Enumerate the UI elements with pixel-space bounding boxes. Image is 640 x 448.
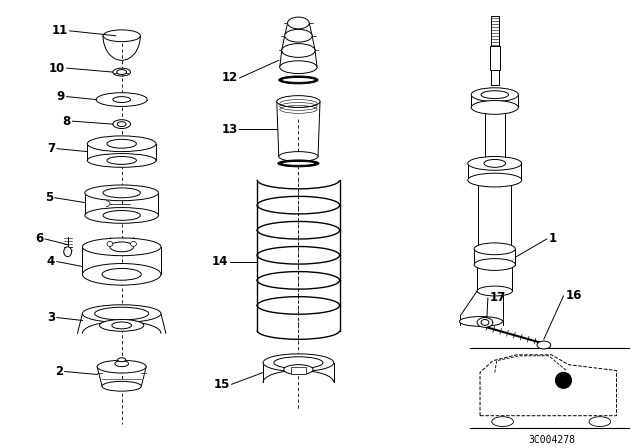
Ellipse shape [468,156,522,170]
Ellipse shape [285,30,312,42]
Ellipse shape [282,43,315,57]
Ellipse shape [103,188,140,198]
Ellipse shape [468,173,522,187]
Ellipse shape [131,241,136,246]
Ellipse shape [481,319,489,325]
Ellipse shape [95,307,148,320]
Ellipse shape [64,247,72,257]
Ellipse shape [282,161,315,165]
Text: 13: 13 [221,122,237,136]
Ellipse shape [484,159,506,167]
Ellipse shape [83,263,161,285]
Ellipse shape [87,154,156,167]
Text: 2: 2 [54,365,63,378]
Text: 17: 17 [490,291,506,304]
Ellipse shape [113,120,131,129]
Ellipse shape [115,361,129,366]
Ellipse shape [118,358,125,362]
Ellipse shape [537,341,551,349]
Ellipse shape [460,317,502,326]
Ellipse shape [481,91,509,99]
Ellipse shape [116,69,127,74]
Ellipse shape [279,76,318,84]
Ellipse shape [83,238,161,256]
Text: 10: 10 [49,62,65,75]
Ellipse shape [477,318,493,327]
Text: 7: 7 [47,142,55,155]
Ellipse shape [284,365,313,375]
Ellipse shape [280,61,317,73]
Ellipse shape [471,88,518,102]
Ellipse shape [112,322,131,329]
Ellipse shape [492,417,513,426]
Circle shape [556,372,572,388]
Text: 1: 1 [548,233,557,246]
Ellipse shape [117,122,126,127]
Ellipse shape [589,417,611,426]
Ellipse shape [97,360,146,373]
Ellipse shape [102,381,141,391]
Ellipse shape [279,151,318,161]
Ellipse shape [103,211,140,220]
Text: 3C004278: 3C004278 [528,435,575,445]
Text: 12: 12 [221,72,237,85]
Ellipse shape [477,286,513,296]
Ellipse shape [85,185,159,201]
Bar [491,16,499,85]
Text: 15: 15 [213,378,230,391]
Ellipse shape [102,268,141,280]
Ellipse shape [110,242,134,252]
Text: 14: 14 [211,255,228,268]
Ellipse shape [263,354,333,371]
Text: 9: 9 [56,90,65,103]
Ellipse shape [113,97,131,103]
Text: 16: 16 [566,289,582,302]
Ellipse shape [274,357,323,369]
Ellipse shape [87,136,156,151]
Text: 5: 5 [45,191,53,204]
Ellipse shape [278,160,319,167]
Ellipse shape [107,139,136,148]
Text: 4: 4 [47,255,55,268]
Text: 8: 8 [62,115,70,128]
Text: 11: 11 [51,24,68,37]
Ellipse shape [107,156,136,164]
Text: 3: 3 [47,311,55,324]
Ellipse shape [474,258,515,271]
Ellipse shape [85,207,159,223]
Ellipse shape [277,95,320,108]
Ellipse shape [83,305,161,323]
Ellipse shape [107,241,113,246]
Bar [291,366,307,375]
Ellipse shape [103,30,140,42]
Ellipse shape [113,68,131,76]
Ellipse shape [471,100,518,114]
Ellipse shape [282,78,315,82]
Ellipse shape [287,17,309,29]
Ellipse shape [100,319,144,331]
Ellipse shape [474,243,515,255]
Ellipse shape [96,93,147,107]
Text: 6: 6 [35,233,43,246]
Bar [490,46,500,70]
